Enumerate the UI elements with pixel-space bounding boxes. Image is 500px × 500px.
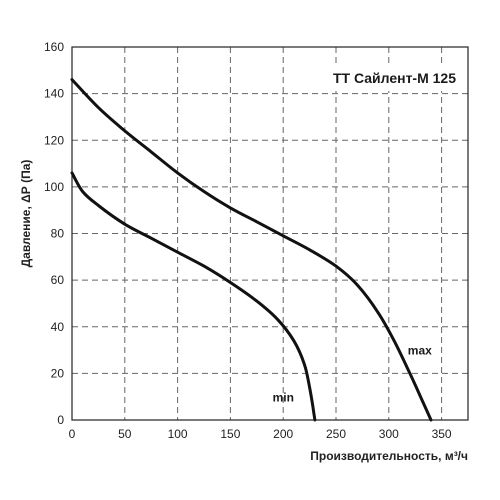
y-axis-label: Давление, ΔР (Па)	[19, 160, 33, 268]
x-tick-label: 0	[69, 427, 76, 441]
series-label-min: min	[273, 390, 294, 404]
x-tick-label: 150	[220, 427, 240, 441]
x-axis-label: Производительность, м³/ч	[310, 449, 468, 463]
y-tick-label: 20	[51, 366, 65, 380]
series-line-min	[70, 171, 317, 422]
x-tick-label: 200	[273, 427, 293, 441]
y-tick-label: 40	[51, 320, 65, 334]
series-label-max: max	[408, 344, 432, 358]
x-tick-label: 100	[168, 427, 188, 441]
y-tick-label: 140	[44, 87, 64, 101]
chart-title-box	[290, 67, 464, 91]
y-tick-label: 60	[51, 273, 65, 287]
grid	[72, 47, 468, 420]
series-group	[70, 78, 433, 422]
y-tick-label: 160	[44, 40, 64, 54]
tick-labels: 0 50 100 150 200 250 300 350 0 20 40 60 80 100 120 140 1…	[44, 40, 452, 441]
y-tick-label: 100	[44, 180, 64, 194]
x-tick-label: 350	[432, 427, 452, 441]
y-tick-label: 80	[51, 227, 65, 241]
series-line-max	[70, 78, 433, 422]
plot-area	[71, 46, 469, 421]
x-tick-label: 50	[118, 427, 132, 441]
chart-title: TT Сайлент-М 125	[333, 70, 456, 86]
x-tick-label: 250	[326, 427, 346, 441]
x-tick-label: 300	[379, 427, 399, 441]
y-tick-label: 120	[44, 133, 64, 147]
y-tick-label: 0	[57, 413, 64, 427]
